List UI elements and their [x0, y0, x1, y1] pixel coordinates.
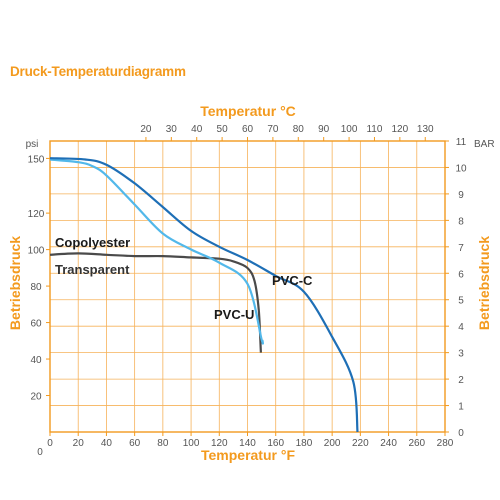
x-top-tick-label: 20	[140, 124, 152, 135]
x-top-tick-label: 50	[217, 124, 229, 135]
x-bottom-tick-label: 280	[437, 438, 454, 449]
y-right-tick-label: 1	[458, 402, 464, 413]
y-right-unit: BAR	[474, 139, 495, 150]
y-right-tick-label: 10	[455, 163, 467, 174]
series-line-copolyester	[49, 252, 262, 353]
y-right-axis-title: Betriebsdruck	[476, 236, 492, 330]
x-top-tick-label: 130	[417, 124, 434, 135]
y-right-tick-label: 8	[458, 216, 464, 227]
series-label-copolyester: Copolyester	[55, 235, 130, 250]
x-bottom-tick-label: 120	[211, 438, 228, 449]
y-right-tick-label: 4	[458, 322, 464, 333]
x-bottom-tick-label: 200	[324, 438, 341, 449]
x-top-tick-label: 120	[392, 124, 409, 135]
x-top-axis-title: Temperatur °C	[200, 103, 296, 119]
x-bottom-extra-label: 0	[37, 447, 43, 458]
y-left-tick-label: 150	[28, 154, 45, 165]
series-line-pvc-u	[49, 158, 264, 345]
y-left-unit: psi	[26, 139, 39, 150]
y-left-tick-label: 40	[30, 355, 42, 366]
x-bottom-tick-label: 140	[239, 438, 256, 449]
x-top-tick-label: 80	[293, 124, 305, 135]
y-right-tick-label: 11	[456, 137, 467, 148]
x-bottom-tick-label: 240	[380, 438, 397, 449]
x-top-tick-label: 70	[267, 124, 279, 135]
y-right-tick-label: 0	[458, 428, 464, 439]
series-line-pvc-c	[49, 157, 359, 433]
y-left-tick-label: 120	[28, 209, 45, 220]
x-bottom-tick-label: 220	[352, 438, 369, 449]
x-bottom-tick-label: 40	[101, 438, 113, 449]
y-left-axis-title: Betriebsdruck	[7, 236, 23, 330]
x-top-tick-label: 90	[318, 124, 330, 135]
x-bottom-tick-label: 260	[408, 438, 425, 449]
series-lines	[49, 157, 359, 433]
grid-lines	[46, 137, 449, 436]
y-left-tick-label: 20	[30, 392, 42, 403]
y-right-tick-label: 7	[458, 243, 464, 254]
series-label-pvc-u: PVC-U	[214, 307, 254, 322]
y-right-tick-label: 2	[458, 375, 464, 386]
x-top-tick-label: 100	[341, 124, 358, 135]
x-top-tick-label: 60	[242, 124, 254, 135]
y-left-tick-label: 60	[30, 319, 42, 330]
x-bottom-tick-label: 60	[129, 438, 141, 449]
y-right-tick-label: 5	[458, 296, 464, 307]
x-bottom-axis-title: Temperatur °F	[201, 447, 295, 463]
x-top-tick-label: 30	[166, 124, 178, 135]
y-left-tick-label: 100	[28, 246, 45, 257]
series-label-transparent: Transparent	[55, 262, 130, 277]
y-right-tick-label: 9	[458, 190, 464, 201]
plot-frame	[49, 140, 446, 433]
series-label-pvc-c: PVC-C	[272, 273, 313, 288]
y-left-tick-label: 80	[30, 282, 42, 293]
y-right-tick-label: 6	[458, 269, 464, 280]
y-right-tick-label: 3	[458, 349, 464, 360]
x-top-tick-label: 110	[366, 124, 382, 135]
x-bottom-tick-label: 80	[157, 438, 169, 449]
chart-heading: Druck-Temperaturdiagramm	[10, 64, 186, 79]
x-bottom-tick-label: 180	[296, 438, 313, 449]
tick-labels: 0 20 40 60 80 100 120 140 160 180 200 220 240 260 2802…	[28, 124, 467, 449]
x-bottom-tick-label: 20	[73, 438, 85, 449]
x-bottom-tick-label: 100	[183, 438, 200, 449]
x-bottom-tick-label: 0	[47, 438, 53, 449]
x-top-tick-label: 40	[191, 124, 203, 135]
x-bottom-tick-label: 160	[267, 438, 284, 449]
